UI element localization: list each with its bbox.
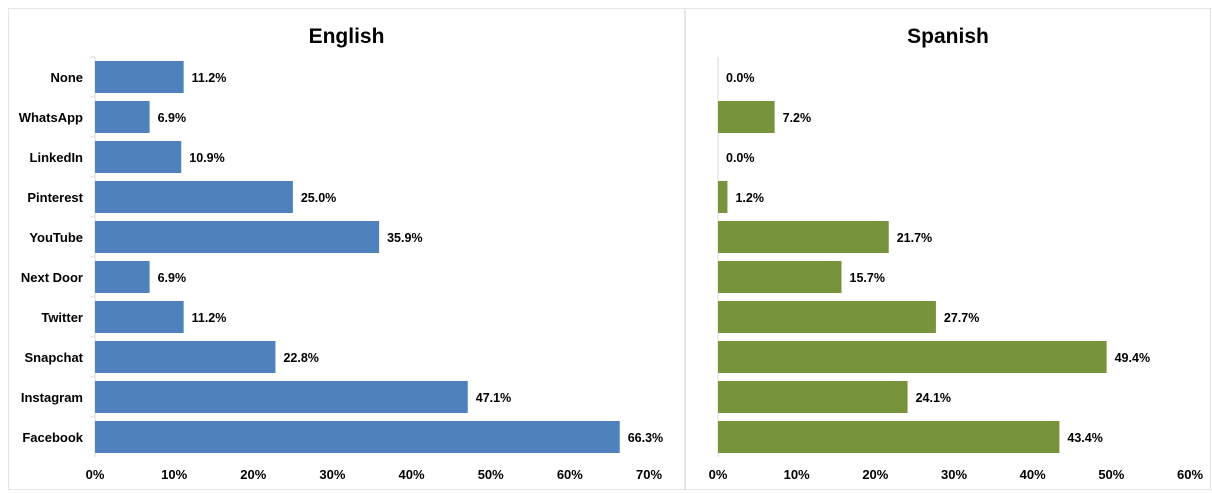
category-label: Next Door bbox=[21, 270, 83, 285]
data-label: 27.7% bbox=[944, 311, 979, 325]
chart-title: English bbox=[308, 25, 385, 48]
x-tick-label: 10% bbox=[784, 467, 810, 482]
bar-pinterest bbox=[718, 181, 728, 213]
bar-twitter bbox=[95, 301, 184, 333]
category-label: WhatsApp bbox=[19, 110, 83, 125]
bar-none bbox=[95, 61, 184, 93]
data-label: 47.1% bbox=[476, 391, 511, 405]
data-label: 6.9% bbox=[158, 111, 187, 125]
bar-twitter bbox=[718, 301, 936, 333]
x-tick-label: 40% bbox=[399, 467, 425, 482]
x-tick-label: 10% bbox=[161, 467, 187, 482]
english-chart-panel: English 11.2% None 6.9% WhatsApp 10.9% Linked… bbox=[8, 8, 685, 490]
bar-facebook bbox=[95, 421, 620, 453]
x-tick-label: 60% bbox=[1177, 467, 1203, 482]
bar-whatsapp bbox=[718, 101, 775, 133]
x-tick-label: 50% bbox=[1098, 467, 1124, 482]
spanish-chart-svg: 0.0% 7.2% 0.0% 1.2% 21.7% 15.7% 27.7% 49.4% 24.1… bbox=[709, 57, 1203, 482]
x-tick-label: 0% bbox=[86, 467, 105, 482]
category-label: Facebook bbox=[22, 430, 83, 445]
x-tick-label: 0% bbox=[709, 467, 728, 482]
bar-next-door bbox=[718, 261, 842, 293]
category-label: Snapchat bbox=[24, 350, 83, 365]
data-label: 6.9% bbox=[158, 271, 187, 285]
data-label: 11.2% bbox=[192, 311, 227, 325]
category-label: Twitter bbox=[41, 310, 83, 325]
x-tick-label: 60% bbox=[557, 467, 583, 482]
data-label: 7.2% bbox=[783, 111, 812, 125]
spanish-chart-panel: Spanish 0.0% 7.2% 0.0% 1.2% 21.7% 15.7% 27.7% 4… bbox=[685, 8, 1211, 490]
data-label: 0.0% bbox=[726, 71, 755, 85]
data-label: 22.8% bbox=[283, 351, 318, 365]
bar-facebook bbox=[718, 421, 1060, 453]
data-label: 0.0% bbox=[726, 151, 755, 165]
x-tick-label: 40% bbox=[1020, 467, 1046, 482]
data-label: 49.4% bbox=[1115, 351, 1150, 365]
x-tick-label: 70% bbox=[636, 467, 662, 482]
category-label: None bbox=[51, 70, 84, 85]
data-label: 21.7% bbox=[897, 231, 932, 245]
data-label: 1.2% bbox=[735, 191, 764, 205]
data-label: 11.2% bbox=[192, 71, 227, 85]
data-label: 24.1% bbox=[916, 391, 951, 405]
bar-youtube bbox=[95, 221, 380, 253]
english-chart-svg: 11.2% None 6.9% WhatsApp 10.9% LinkedIn 25.0% P… bbox=[19, 56, 663, 482]
data-label: 15.7% bbox=[850, 271, 885, 285]
bar-instagram bbox=[718, 381, 908, 413]
bar-pinterest bbox=[95, 181, 293, 213]
data-label: 10.9% bbox=[189, 151, 224, 165]
category-label: Instagram bbox=[21, 390, 83, 405]
category-label: YouTube bbox=[29, 230, 83, 245]
data-label: 66.3% bbox=[628, 431, 663, 445]
x-tick-label: 20% bbox=[862, 467, 888, 482]
x-tick-label: 50% bbox=[478, 467, 504, 482]
bar-instagram bbox=[95, 381, 468, 413]
bar-next-door bbox=[95, 261, 150, 293]
data-label: 43.4% bbox=[1067, 431, 1102, 445]
category-label: LinkedIn bbox=[30, 150, 84, 165]
bar-snapchat bbox=[95, 341, 276, 373]
bar-youtube bbox=[718, 221, 889, 253]
bar-whatsapp bbox=[95, 101, 150, 133]
data-label: 25.0% bbox=[301, 191, 336, 205]
x-tick-label: 30% bbox=[319, 467, 345, 482]
x-tick-label: 30% bbox=[941, 467, 967, 482]
x-tick-label: 20% bbox=[240, 467, 266, 482]
data-label: 35.9% bbox=[387, 231, 422, 245]
chart-title: Spanish bbox=[907, 25, 989, 48]
bar-linkedin bbox=[95, 141, 182, 173]
category-label: Pinterest bbox=[27, 190, 83, 205]
bar-snapchat bbox=[718, 341, 1107, 373]
